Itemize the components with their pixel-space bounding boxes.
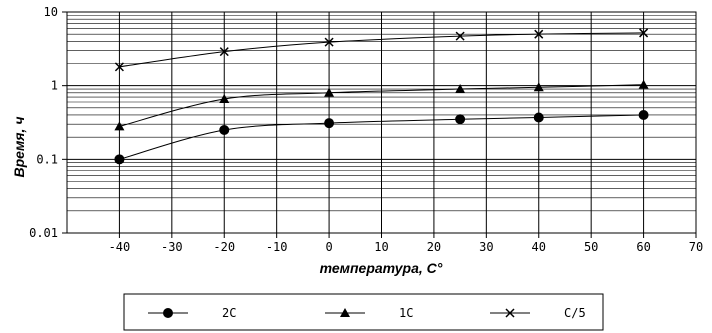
legend-label: 1C <box>399 306 413 320</box>
data-point <box>534 29 544 39</box>
plot-frame <box>66 11 697 234</box>
x-tick-label: -40 <box>109 240 131 254</box>
x-axis-title: температура, С° <box>320 260 443 276</box>
y-tick-label: 1 <box>51 79 58 93</box>
x-tick-label: 60 <box>636 240 650 254</box>
series-line <box>119 32 644 68</box>
data-point <box>639 28 649 38</box>
x-tick-label: 20 <box>427 240 441 254</box>
y-tick-label: 10 <box>44 5 58 19</box>
x-tick-label: -30 <box>161 240 183 254</box>
legend-label: C/5 <box>564 306 586 320</box>
data-point <box>533 82 544 92</box>
data-point <box>114 154 125 165</box>
y-axis-title: Время, ч <box>11 117 27 178</box>
legend: 2C 1C C/5 <box>123 293 604 331</box>
data-point <box>533 112 544 123</box>
x-tick-label: 70 <box>689 240 703 254</box>
data-point <box>324 118 335 129</box>
data-point <box>324 37 334 47</box>
series-2c <box>114 109 649 165</box>
series-1c <box>114 79 649 131</box>
data-point <box>455 114 466 125</box>
x-tick-label: 30 <box>479 240 493 254</box>
legend-box <box>123 293 604 331</box>
legend-marker <box>505 308 515 318</box>
legend-label: 2C <box>222 306 236 320</box>
series-c5 <box>114 28 649 72</box>
data-point <box>455 84 466 94</box>
data-point <box>114 121 125 131</box>
x-tick-labels: -40 -30 -20 -10 0 10 20 30 40 50 60 70 <box>109 240 704 254</box>
y-tick-label: 0.1 <box>36 152 58 166</box>
legend-marker <box>163 308 173 318</box>
x-tick-label: 40 <box>532 240 546 254</box>
data-point <box>324 87 335 97</box>
x-tick-label: 50 <box>584 240 598 254</box>
data-point <box>638 109 649 120</box>
y-tick-labels: 0.01 0.1 1 10 <box>29 5 67 240</box>
legend-item: C/5 <box>490 306 586 320</box>
x-tick-label: -20 <box>213 240 235 254</box>
x-tick-label: 0 <box>325 240 332 254</box>
data-point <box>638 79 649 89</box>
data-point <box>114 62 124 72</box>
y-tick-label: 0.01 <box>29 226 58 240</box>
data-point <box>219 47 229 57</box>
series-line <box>119 84 644 127</box>
series-layer <box>114 28 649 165</box>
legend-marker <box>340 308 350 317</box>
legend-item: 1C <box>325 306 413 320</box>
series-line <box>119 114 644 160</box>
data-point <box>219 125 230 136</box>
vertical-gridlines <box>118 12 697 238</box>
data-point <box>219 93 230 103</box>
x-tick-label: 10 <box>374 240 388 254</box>
x-tick-label: -10 <box>266 240 288 254</box>
data-point <box>455 31 465 41</box>
legend-item: 2C <box>148 306 236 320</box>
